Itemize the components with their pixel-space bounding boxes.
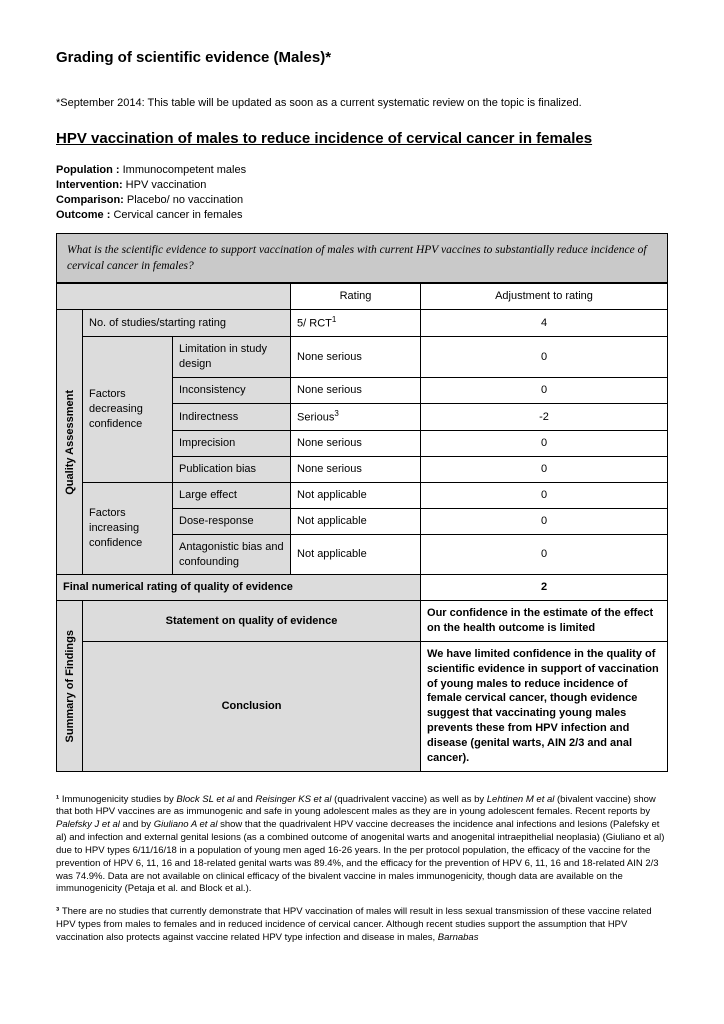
quality-assessment-label: Quality Assessment xyxy=(57,309,83,575)
table-header-row: Rating Adjustment to rating xyxy=(57,283,668,309)
pico-comparison-value: Placebo/ no vaccination xyxy=(124,194,243,206)
summary-findings-label: Summary of Findings xyxy=(57,601,83,771)
adjustment-header: Adjustment to rating xyxy=(421,283,668,309)
factor-rating: None serious xyxy=(291,431,421,457)
factor-name: Imprecision xyxy=(173,431,291,457)
studies-adjustment: 4 xyxy=(421,309,668,337)
studies-rating: 5/ RCT1 xyxy=(291,309,421,337)
factor-name: Limitation in study design xyxy=(173,337,291,378)
statement-row: Summary of Findings Statement on quality… xyxy=(57,601,668,642)
statement-value: Our confidence in the estimate of the ef… xyxy=(421,601,668,642)
factor-name: Inconsistency xyxy=(173,377,291,403)
pico-intervention-value: HPV vaccination xyxy=(123,179,207,191)
factor-rating: None serious xyxy=(291,377,421,403)
factor-name: Publication bias xyxy=(173,457,291,483)
factor-rating: Not applicable xyxy=(291,508,421,534)
research-question: What is the scientific evidence to suppo… xyxy=(56,233,668,283)
factor-rating: Not applicable xyxy=(291,482,421,508)
section-title: HPV vaccination of males to reduce incid… xyxy=(56,129,668,149)
statement-label: Statement on quality of evidence xyxy=(83,601,421,642)
factors-decreasing-label: Factors decreasing confidence xyxy=(83,337,173,483)
factor-adjustment: 0 xyxy=(421,457,668,483)
conclusion-row: Conclusion We have limited confidence in… xyxy=(57,641,668,771)
factor-name: Indirectness xyxy=(173,403,291,431)
studies-row: Quality Assessment No. of studies/starti… xyxy=(57,309,668,337)
pico-outcome-value: Cervical cancer in females xyxy=(110,209,242,221)
update-note: *September 2014: This table will be upda… xyxy=(56,96,668,111)
factor-adjustment: -2 xyxy=(421,403,668,431)
pico-block: Population : Immunocompetent males Inter… xyxy=(56,163,668,222)
rating-header: Rating xyxy=(291,283,421,309)
grade-table: Rating Adjustment to rating Quality Asse… xyxy=(56,283,668,772)
factor-name: Dose-response xyxy=(173,508,291,534)
conclusion-value: We have limited confidence in the qualit… xyxy=(421,641,668,771)
final-rating-label: Final numerical rating of quality of evi… xyxy=(57,575,421,601)
pico-population-label: Population : xyxy=(56,164,120,176)
factor-rating: None serious xyxy=(291,337,421,378)
pico-intervention-label: Intervention: xyxy=(56,179,123,191)
factor-adjustment: 0 xyxy=(421,377,668,403)
conclusion-label: Conclusion xyxy=(83,641,421,771)
pico-outcome-label: Outcome : xyxy=(56,209,110,221)
pico-comparison-label: Comparison: xyxy=(56,194,124,206)
final-rating-row: Final numerical rating of quality of evi… xyxy=(57,575,668,601)
footnote-3: ³ There are no studies that currently de… xyxy=(56,906,668,944)
factor-adjustment: 0 xyxy=(421,337,668,378)
factor-rating: Serious3 xyxy=(291,403,421,431)
studies-label: No. of studies/starting rating xyxy=(83,309,291,337)
factors-increasing-label: Factors increasing confidence xyxy=(83,482,173,574)
table-row: Factors increasing confidence Large effe… xyxy=(57,482,668,508)
footnotes: ¹ Immunogenicity studies by Block SL et … xyxy=(56,794,668,945)
table-row: Factors decreasing confidence Limitation… xyxy=(57,337,668,378)
final-rating-value: 2 xyxy=(421,575,668,601)
factor-adjustment: 0 xyxy=(421,431,668,457)
factor-rating: Not applicable xyxy=(291,534,421,575)
factor-name: Antagonistic bias and confounding xyxy=(173,534,291,575)
pico-population-value: Immunocompetent males xyxy=(120,164,247,176)
page-title: Grading of scientific evidence (Males)* xyxy=(56,48,668,68)
factor-adjustment: 0 xyxy=(421,534,668,575)
factor-name: Large effect xyxy=(173,482,291,508)
factor-adjustment: 0 xyxy=(421,508,668,534)
factor-rating: None serious xyxy=(291,457,421,483)
footnote-1: ¹ Immunogenicity studies by Block SL et … xyxy=(56,794,668,897)
factor-adjustment: 0 xyxy=(421,482,668,508)
